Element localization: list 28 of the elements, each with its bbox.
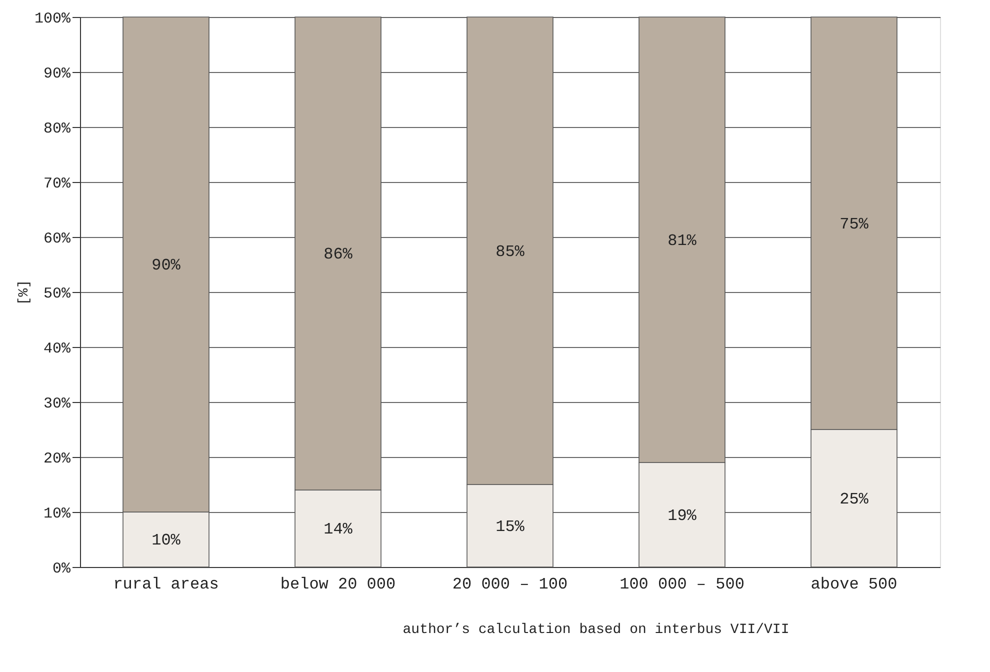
data-label: 10% xyxy=(152,532,181,550)
y-tick-label: 70% xyxy=(43,176,72,192)
data-label: 15% xyxy=(496,518,525,536)
x-tick-label: 20 000 – 100 xyxy=(452,576,568,594)
x-tick-label: rural areas xyxy=(113,576,219,594)
y-tick-label: 50% xyxy=(43,286,72,302)
y-tick-label: 100% xyxy=(34,10,72,28)
text: author’s calculation based on interbus VII/VII xyxy=(402,622,790,638)
y-tick-label: 30% xyxy=(43,396,72,412)
data-label: 86% xyxy=(324,246,353,264)
x-tick-label: 100 000 – 500 xyxy=(620,576,744,594)
data-label: 81% xyxy=(668,232,697,250)
data-label: 85% xyxy=(496,242,525,261)
data-label: 14% xyxy=(324,520,353,538)
y-tick-label: 40% xyxy=(43,340,72,358)
data-label: 25% xyxy=(840,490,869,508)
y-tick-label: 60% xyxy=(43,230,72,248)
y-tick-label: 80% xyxy=(43,120,72,138)
y-tick-label: 20% xyxy=(43,450,72,468)
y-tick-label: 0% xyxy=(52,560,72,578)
y-tick-label: 90% xyxy=(43,66,72,82)
data-label: 19% xyxy=(668,506,697,525)
x-tick-label: above 500 xyxy=(810,576,898,594)
x-tick-label: below 20 000 xyxy=(280,576,396,594)
y-axis-title: [%] xyxy=(16,280,32,306)
y-tick-label: 10% xyxy=(43,506,72,522)
data-label: 90% xyxy=(152,256,181,274)
data-label: 75% xyxy=(840,215,869,234)
